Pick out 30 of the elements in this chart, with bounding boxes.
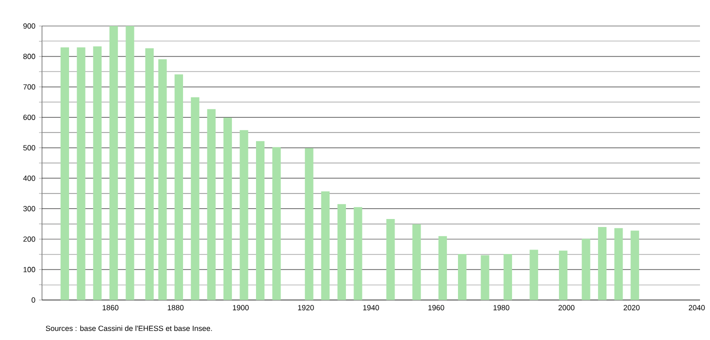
bar (158, 59, 167, 300)
bar (93, 46, 102, 300)
bar (598, 226, 607, 300)
bar (386, 219, 395, 300)
bar (530, 250, 538, 300)
bar (558, 250, 568, 300)
bar (190, 97, 200, 300)
bar (76, 47, 86, 300)
bar (109, 26, 118, 300)
bar (145, 48, 154, 300)
bar (256, 141, 264, 300)
bar (504, 254, 512, 300)
bar (174, 74, 184, 300)
bar (272, 147, 281, 300)
bar (304, 148, 314, 300)
bar (354, 207, 362, 300)
bar (614, 228, 623, 300)
bar (126, 26, 134, 300)
bar (630, 230, 640, 300)
bar (480, 255, 490, 300)
bar (223, 118, 232, 300)
bar (321, 191, 330, 300)
bar (207, 109, 216, 300)
bar (458, 254, 466, 300)
bar (240, 130, 248, 300)
bar (582, 238, 590, 300)
bar (412, 224, 421, 300)
bar (337, 204, 346, 300)
bar (438, 236, 447, 300)
bar (60, 47, 70, 300)
